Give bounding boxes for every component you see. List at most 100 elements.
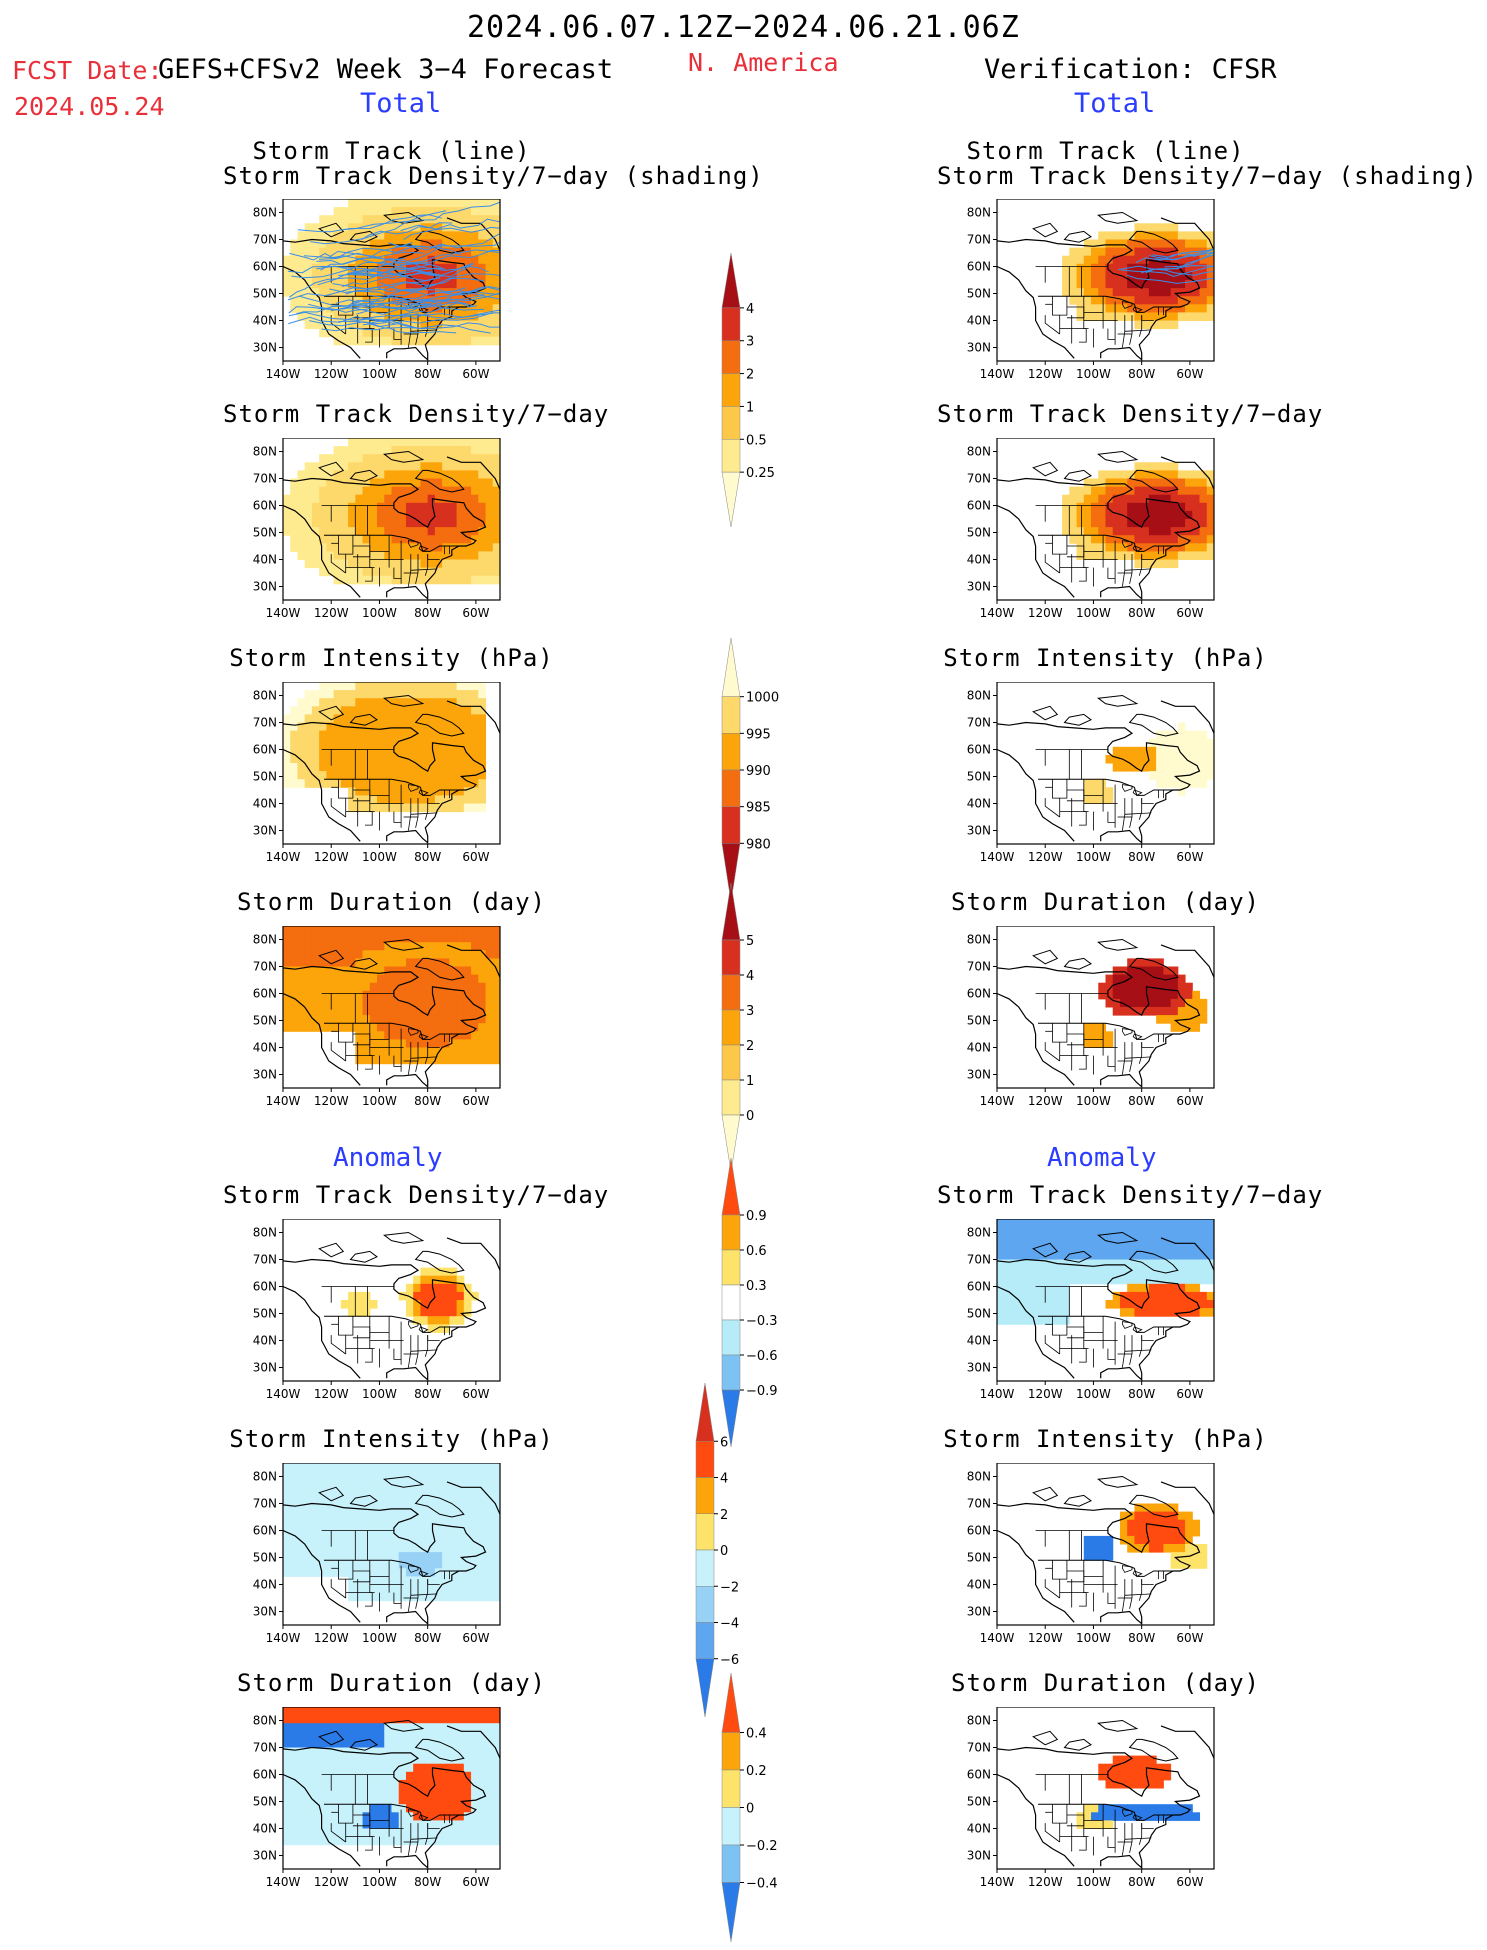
- lat-tick-label: 50N: [967, 287, 991, 301]
- lon-tick-label: 60W: [462, 367, 489, 381]
- colorbar-tick-label: 4: [746, 302, 754, 317]
- panel-title: Storm Duration (day): [237, 1669, 546, 1697]
- lat-tick-label: 60N: [253, 987, 277, 1001]
- lon-tick-label: 60W: [1176, 1094, 1203, 1108]
- shading-field: [283, 682, 487, 813]
- colorbar-tick-label: 2: [720, 1508, 728, 1523]
- lon-tick-label: 120W: [1028, 1387, 1063, 1401]
- map-canvas: 80N 70N 60N 50N 40N 30N 140W 120W 100W 80W 60W: [967, 682, 1215, 864]
- lon-tick-label: 80W: [414, 1875, 441, 1889]
- lat-tick-label: 50N: [253, 1551, 277, 1565]
- lat-tick-label: 80N: [967, 445, 991, 459]
- lon-tick-label: 140W: [266, 606, 301, 620]
- panel-title: Storm Duration (day): [951, 1669, 1260, 1697]
- lon-tick-label: 80W: [1128, 606, 1155, 620]
- period-title: 2024.06.07.12Z−2024.06.21.06Z: [467, 10, 1020, 45]
- shading-field: [283, 1463, 500, 1602]
- lat-tick-label: 30N: [967, 1849, 991, 1863]
- lat-tick-label: 30N: [253, 1605, 277, 1619]
- lon-tick-label: 60W: [462, 1875, 489, 1889]
- lat-tick-label: 70N: [253, 1497, 277, 1511]
- map-canvas: 80N 70N 60N 50N 40N 30N 140W 120W 100W 80W 60W: [967, 199, 1215, 381]
- map-canvas: 80N 70N 60N 50N 40N 30N 140W 120W 100W 80W 60W: [967, 1463, 1215, 1645]
- shading-field: [1083, 958, 1208, 1048]
- lon-tick-label: 100W: [362, 1387, 397, 1401]
- lon-tick-label: 60W: [1176, 1387, 1203, 1401]
- lat-tick-label: 40N: [967, 1578, 991, 1592]
- lat-tick-label: 50N: [253, 1014, 277, 1028]
- lat-tick-label: 70N: [967, 716, 991, 730]
- lon-tick-label: 80W: [414, 367, 441, 381]
- colorbar-duration: 5 4 3 2 1 0: [721, 882, 754, 1173]
- colorbar-intensity: 1000 995 990 985 980: [721, 637, 779, 903]
- lat-tick-label: 40N: [253, 1334, 277, 1348]
- anomaly-label-left: Anomaly: [333, 1143, 443, 1173]
- lat-tick-label: 60N: [967, 1280, 991, 1294]
- lat-tick-label: 30N: [967, 1361, 991, 1375]
- fcst-date-label: FCST Date:: [12, 56, 163, 85]
- colorbar-tick-label: −0.2: [746, 1839, 778, 1854]
- lat-tick-label: 50N: [967, 526, 991, 540]
- lon-tick-label: 100W: [1076, 850, 1111, 864]
- lat-tick-label: 30N: [253, 1361, 277, 1375]
- lat-tick-label: 70N: [967, 1253, 991, 1267]
- colorbar-tick-label: 1: [746, 400, 754, 415]
- lat-tick-label: 80N: [967, 1714, 991, 1728]
- lon-tick-label: 60W: [1176, 1631, 1203, 1645]
- lon-tick-label: 100W: [362, 1631, 397, 1645]
- lat-tick-label: 40N: [253, 1822, 277, 1836]
- colorbar-tick-label: −2: [720, 1580, 739, 1595]
- lon-tick-label: 100W: [1076, 1387, 1111, 1401]
- lat-tick-label: 40N: [253, 1041, 277, 1055]
- lon-tick-label: 100W: [362, 1875, 397, 1889]
- lat-tick-label: 80N: [253, 933, 277, 947]
- colorbar-tick-label: 980: [746, 837, 771, 852]
- lon-tick-label: 80W: [1128, 1387, 1155, 1401]
- lon-tick-label: 140W: [266, 367, 301, 381]
- lat-tick-label: 40N: [253, 314, 277, 328]
- lat-tick-label: 50N: [967, 1307, 991, 1321]
- panel-title: Storm Track Density/7−day (shading): [937, 162, 1478, 190]
- colorbar-tick-label: 0.3: [746, 1279, 767, 1294]
- lat-tick-label: 40N: [967, 553, 991, 567]
- lon-tick-label: 120W: [1028, 1094, 1063, 1108]
- lon-tick-label: 80W: [1128, 1094, 1155, 1108]
- lat-tick-label: 30N: [253, 824, 277, 838]
- map-canvas: 80N 70N 60N 50N 40N 30N 140W 120W 100W 80W 60W: [253, 926, 501, 1108]
- colorbar-tick-label: 1000: [746, 691, 779, 706]
- lat-tick-label: 60N: [967, 260, 991, 274]
- shading-field: [340, 1267, 479, 1333]
- lat-tick-label: 60N: [253, 260, 277, 274]
- colorbar-tick-label: −0.3: [746, 1314, 778, 1329]
- panel-title: Storm Track Density/7−day: [223, 400, 610, 428]
- colorbar-tick-label: 0: [720, 1544, 728, 1559]
- lat-tick-label: 40N: [967, 1822, 991, 1836]
- shading-field: [1076, 1755, 1201, 1829]
- lat-tick-label: 80N: [253, 1470, 277, 1484]
- panel-title: Storm Intensity (hPa): [943, 1425, 1268, 1453]
- lat-tick-label: 40N: [967, 314, 991, 328]
- colorbar-tick-label: 0: [746, 1109, 754, 1124]
- lat-tick-label: 80N: [253, 1226, 277, 1240]
- colorbar-tick-label: 0: [746, 1802, 754, 1817]
- total-label-left: Total: [360, 88, 442, 119]
- lat-tick-label: 60N: [253, 499, 277, 513]
- map-canvas: 80N 70N 60N 50N 40N 30N 140W 120W 100W 80W 60W: [253, 199, 501, 381]
- map-canvas: 80N 70N 60N 50N 40N 30N 140W 120W 100W 80W 60W: [967, 1219, 1215, 1401]
- colorbar-tick-label: 6: [720, 1435, 728, 1450]
- forecast-model: GEFS+CFSv2 Week 3−4 Forecast: [158, 54, 614, 85]
- panel-title: Storm Intensity (hPa): [943, 644, 1268, 672]
- lat-tick-label: 50N: [967, 770, 991, 784]
- lon-tick-label: 140W: [980, 1387, 1015, 1401]
- lat-tick-label: 50N: [967, 1551, 991, 1565]
- lat-tick-label: 80N: [253, 689, 277, 703]
- lon-tick-label: 120W: [1028, 1631, 1063, 1645]
- colorbar-tick-label: 0.6: [746, 1244, 767, 1259]
- colorbar-tick-label: 3: [746, 1004, 754, 1019]
- lon-tick-label: 60W: [462, 1387, 489, 1401]
- lat-tick-label: 80N: [967, 933, 991, 947]
- storm-track-lines: [287, 201, 500, 334]
- lon-tick-label: 120W: [1028, 850, 1063, 864]
- colorbar-tick-label: 3: [746, 335, 754, 350]
- lon-tick-label: 80W: [414, 850, 441, 864]
